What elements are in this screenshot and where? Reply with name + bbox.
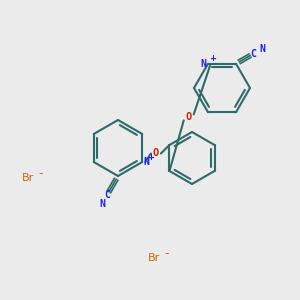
Text: N: N bbox=[143, 157, 149, 167]
Text: C: C bbox=[250, 49, 256, 59]
Text: N: N bbox=[200, 59, 206, 69]
Text: N: N bbox=[259, 44, 265, 54]
Text: Br: Br bbox=[22, 173, 34, 183]
Text: O: O bbox=[186, 112, 192, 122]
Text: Br: Br bbox=[148, 253, 160, 263]
Text: N: N bbox=[99, 199, 105, 209]
Text: +: + bbox=[209, 54, 217, 63]
Text: -: - bbox=[164, 248, 169, 260]
Text: +: + bbox=[147, 154, 154, 163]
Text: C: C bbox=[104, 190, 110, 200]
Text: -: - bbox=[38, 167, 43, 181]
Text: O: O bbox=[153, 148, 159, 158]
